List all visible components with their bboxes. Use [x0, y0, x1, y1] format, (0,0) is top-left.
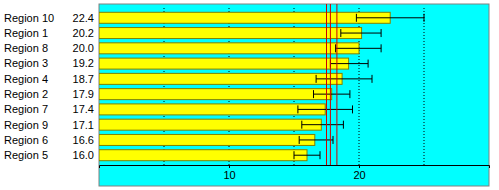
x-tick-label: 10	[223, 169, 235, 181]
bar	[99, 43, 359, 54]
error-bar	[330, 60, 368, 68]
x-tick-mark	[359, 165, 360, 168]
data-label: 16.0	[73, 149, 94, 161]
error-bar	[341, 29, 381, 37]
error-bar	[294, 151, 320, 159]
chart: 10 20 Region 10 22.4 Region 1 20.2 Region 8 20.…	[0, 0, 499, 190]
category-label: Region 10	[4, 12, 54, 24]
error-bar	[299, 136, 333, 144]
category-label: Region 6	[4, 134, 48, 146]
bar	[99, 150, 307, 161]
category-label: Region 4	[4, 73, 48, 85]
x-axis-line	[100, 166, 490, 169]
error-bar-line	[330, 63, 368, 64]
error-bar-cap	[297, 105, 298, 113]
category-label: Region 5	[4, 149, 48, 161]
error-bar	[316, 75, 372, 83]
category-label: Region 1	[4, 27, 48, 39]
data-label: 17.1	[73, 119, 94, 131]
x-tick: 20	[353, 165, 365, 181]
error-bar-cap	[381, 44, 382, 52]
category-label: Region 7	[4, 103, 48, 115]
x-tick: 10	[223, 165, 235, 181]
data-label: 18.7	[73, 73, 94, 85]
data-label: 17.4	[73, 103, 94, 115]
bar	[99, 73, 342, 84]
bar	[99, 58, 349, 69]
error-bar-cap	[333, 136, 334, 144]
error-bar-cap	[343, 121, 344, 129]
error-bar-line	[336, 48, 382, 49]
error-bar-cap	[352, 105, 353, 113]
reference-line	[336, 4, 337, 165]
error-bar-line	[314, 94, 350, 95]
error-bar-line	[299, 139, 333, 140]
data-label: 17.9	[73, 88, 94, 100]
error-bar-cap	[356, 14, 357, 22]
error-bar	[314, 90, 350, 98]
error-bar-cap	[340, 29, 341, 37]
x-axis: 10 20	[100, 165, 490, 181]
error-bar-cap	[320, 151, 321, 159]
plot-area	[99, 4, 424, 165]
error-bar-cap	[381, 29, 382, 37]
error-bar-line	[298, 109, 353, 110]
error-bar-line	[294, 155, 320, 156]
error-bar-cap	[313, 90, 314, 98]
category-labels: Region 10 22.4 Region 1 20.2 Region 8 20.0 Reg…	[4, 12, 94, 161]
bar	[99, 119, 321, 130]
data-label: 19.2	[73, 57, 94, 69]
error-bar-cap	[316, 75, 317, 83]
x-tick-mark	[229, 165, 230, 168]
error-bar-cap	[424, 14, 425, 22]
error-bar-cap	[368, 60, 369, 68]
error-bar-cap	[349, 90, 350, 98]
plot-background	[99, 4, 489, 186]
error-bar	[336, 44, 382, 52]
category-label: Region 3	[4, 57, 48, 69]
error-bar-line	[316, 78, 372, 79]
data-label: 16.6	[73, 134, 94, 146]
category-label: Region 8	[4, 42, 48, 54]
bar	[99, 89, 332, 100]
bar	[99, 134, 315, 145]
error-bar-cap	[299, 136, 300, 144]
data-label: 20.2	[73, 27, 94, 39]
error-bar-cap	[335, 44, 336, 52]
reference-line	[330, 4, 331, 165]
bar	[99, 104, 325, 115]
error-bar-cap	[372, 75, 373, 83]
error-bar-line	[341, 33, 381, 34]
category-label: Region 2	[4, 88, 48, 100]
grid-line	[424, 8, 425, 165]
data-label: 22.4	[73, 12, 94, 24]
reference-line	[326, 4, 327, 165]
data-label: 20.0	[73, 42, 94, 54]
error-bar	[298, 105, 353, 113]
error-bar-line	[356, 17, 424, 18]
bar	[99, 12, 390, 23]
error-bar-cap	[294, 151, 295, 159]
category-label: Region 9	[4, 119, 48, 131]
error-bar-cap	[301, 121, 302, 129]
error-bar	[356, 14, 424, 22]
x-tick-label: 20	[353, 169, 365, 181]
bar	[99, 28, 362, 39]
